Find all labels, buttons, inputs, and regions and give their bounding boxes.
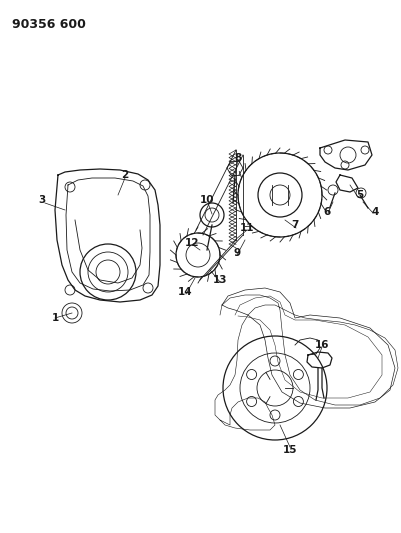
Text: 5: 5	[356, 190, 363, 200]
Text: 16: 16	[314, 340, 328, 350]
Text: 11: 11	[239, 223, 253, 233]
Text: 2: 2	[121, 170, 128, 180]
Text: 7: 7	[291, 220, 298, 230]
Text: 14: 14	[177, 287, 192, 297]
Text: 12: 12	[184, 238, 199, 248]
Text: 3: 3	[38, 195, 45, 205]
Text: 6: 6	[322, 207, 330, 217]
Text: 10: 10	[199, 195, 214, 205]
Text: 15: 15	[282, 445, 296, 455]
Text: 1: 1	[51, 313, 59, 323]
Text: 8: 8	[234, 153, 241, 163]
Text: 90356 600: 90356 600	[12, 18, 86, 31]
Text: 9: 9	[233, 248, 240, 258]
Text: 13: 13	[212, 275, 227, 285]
Text: 4: 4	[371, 207, 378, 217]
